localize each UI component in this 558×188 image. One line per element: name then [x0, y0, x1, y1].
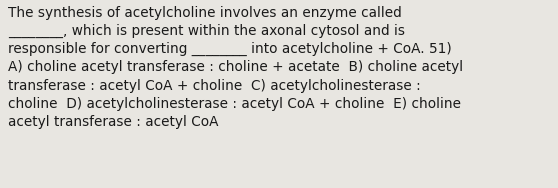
Text: The synthesis of acetylcholine involves an enzyme called
________, which is pres: The synthesis of acetylcholine involves … [8, 6, 464, 129]
